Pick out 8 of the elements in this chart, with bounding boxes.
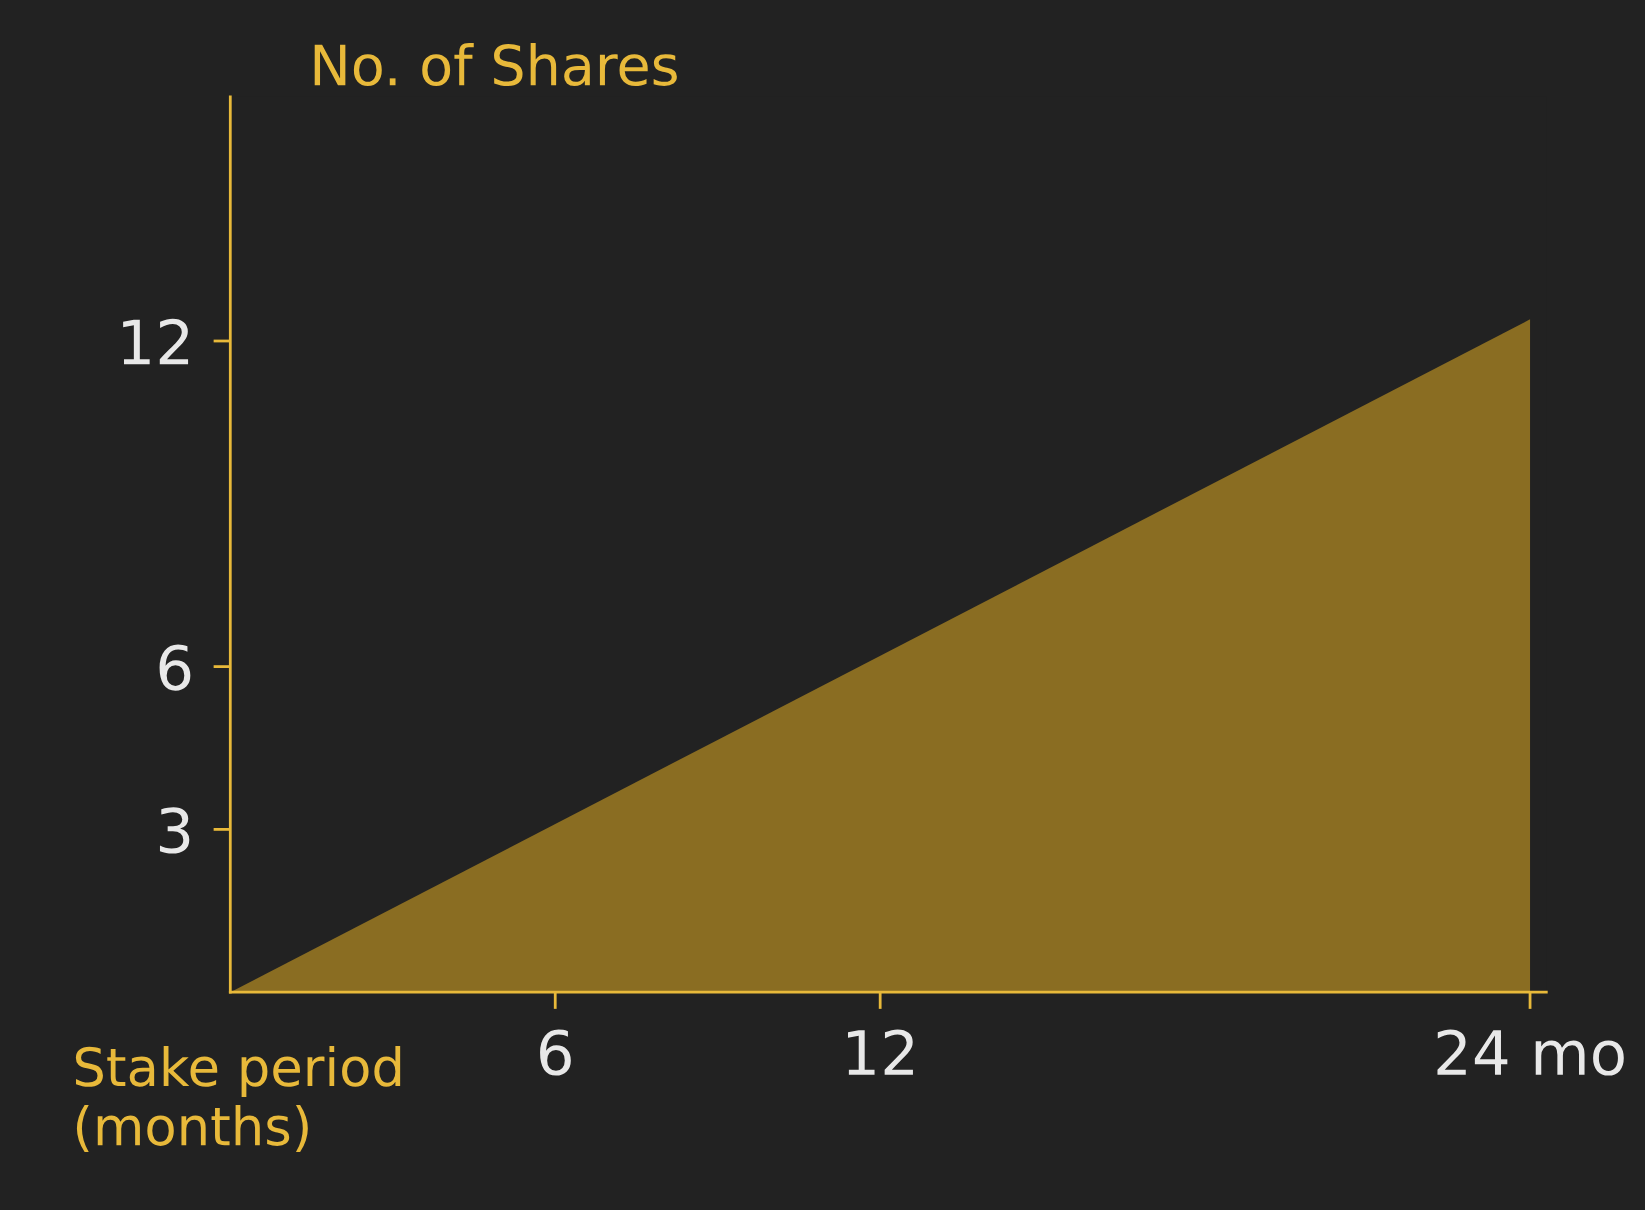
- x-tick-label: 12: [848, 1029, 913, 1075]
- x-axis-title: Stake period (months): [75, 1045, 401, 1153]
- y-axis-title: No. of Shares: [314, 43, 677, 87]
- x-tick-label: 24 mo: [1437, 1029, 1624, 1076]
- y-tick-label: 3: [159, 807, 190, 854]
- y-tick-label: 12: [123, 318, 189, 365]
- y-tick-label: 6: [159, 644, 191, 691]
- x-tick-label: 6: [540, 1029, 571, 1076]
